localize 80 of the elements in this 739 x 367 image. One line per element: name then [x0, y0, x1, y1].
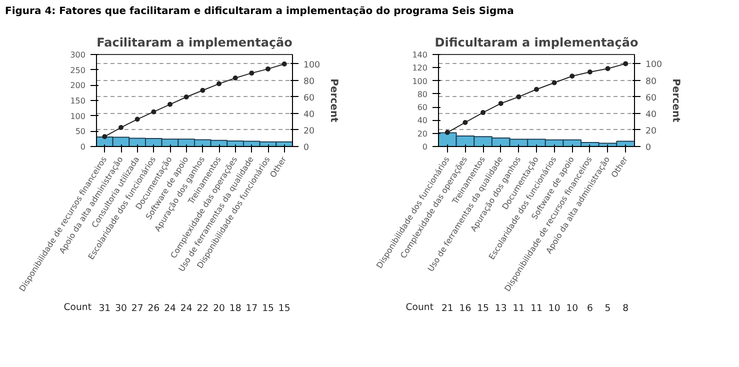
- chart-title: Dificultaram a implementação: [434, 36, 638, 50]
- y-tick-label: 20: [417, 129, 428, 138]
- point: [462, 120, 468, 125]
- data-label: 26: [148, 303, 160, 314]
- point: [266, 66, 270, 72]
- data-label: 11: [530, 303, 542, 314]
- y-tick-label: 0: [422, 142, 428, 152]
- point: [516, 94, 522, 100]
- data-label: 24: [164, 303, 176, 314]
- data-label: 22: [196, 303, 209, 314]
- y-tick-label: 120: [412, 64, 428, 73]
- y2-tick-label: 100: [304, 60, 320, 70]
- point: [134, 116, 140, 122]
- y-tick-label: 300: [70, 50, 86, 60]
- y2-tick-label: 0: [304, 143, 310, 153]
- point: [605, 66, 610, 72]
- y-tick-label: 0: [80, 142, 86, 152]
- data-label: 15: [477, 303, 490, 314]
- y2-tick-label: 0: [646, 143, 652, 153]
- data-label: 24: [180, 303, 192, 314]
- point: [552, 80, 557, 86]
- y-tick-label: 250: [70, 66, 86, 75]
- y2-axis-title: Percent: [328, 78, 340, 123]
- point: [587, 69, 592, 74]
- chart-title: Facilitaram a implementação: [96, 36, 292, 50]
- data-label: 16: [459, 303, 472, 314]
- y-tick-label: 140: [412, 50, 428, 60]
- data-label: 30: [115, 303, 127, 314]
- y2-tick-label: 80: [646, 76, 657, 87]
- point: [282, 61, 287, 66]
- y-tick-label: 100: [70, 112, 86, 121]
- y-tick-label: 100: [412, 76, 428, 86]
- point: [151, 109, 156, 114]
- y-tick-label: 80: [417, 90, 428, 99]
- point: [118, 125, 124, 130]
- y2-tick-label: 100: [646, 60, 662, 70]
- y-tick-label: 40: [417, 116, 428, 126]
- data-label: 17: [246, 303, 258, 314]
- data-label: 11: [512, 303, 525, 314]
- point: [498, 100, 504, 106]
- point: [168, 102, 172, 107]
- data-label: 6: [586, 303, 593, 314]
- point: [480, 110, 486, 116]
- text: Count: [406, 302, 434, 313]
- y2-tick-label: 40: [646, 110, 657, 120]
- point: [200, 88, 206, 93]
- point: [216, 81, 222, 86]
- data-label: 15: [262, 303, 274, 314]
- point: [102, 134, 108, 140]
- data-label: 21: [441, 303, 454, 314]
- point: [570, 74, 575, 79]
- y2-tick-label: 40: [304, 110, 315, 120]
- text: Count: [64, 302, 92, 313]
- data-label: 27: [131, 303, 144, 314]
- data-label: 31: [98, 303, 111, 314]
- data-label: 13: [494, 303, 507, 314]
- y-tick-label: 150: [70, 96, 86, 106]
- data-label: 5: [604, 303, 611, 314]
- y-tick-label: 60: [417, 103, 428, 112]
- point: [184, 94, 189, 100]
- point: [534, 86, 539, 92]
- text: Figura 4: Fatores que facilitaram e dificultaram a implementação do programa Seis Sigma: [5, 5, 514, 19]
- point: [249, 70, 254, 76]
- y2-tick-label: 20: [304, 126, 315, 136]
- point: [444, 130, 450, 135]
- y-tick-label: 200: [70, 81, 86, 90]
- y-tick-label: 50: [75, 127, 86, 136]
- y2-tick-label: 60: [304, 93, 315, 104]
- data-label: 15: [278, 303, 290, 314]
- y2-tick-label: 60: [646, 93, 657, 104]
- data-label: 20: [213, 303, 225, 314]
- data-label: 18: [229, 303, 242, 314]
- data-label: 10: [548, 303, 560, 314]
- data-label: 10: [566, 303, 578, 314]
- y2-axis-title: Percent: [670, 78, 682, 123]
- data-label: 8: [622, 303, 629, 314]
- point: [623, 61, 628, 66]
- point: [232, 76, 238, 81]
- y2-tick-label: 20: [646, 126, 657, 136]
- y2-tick-label: 80: [304, 76, 315, 87]
